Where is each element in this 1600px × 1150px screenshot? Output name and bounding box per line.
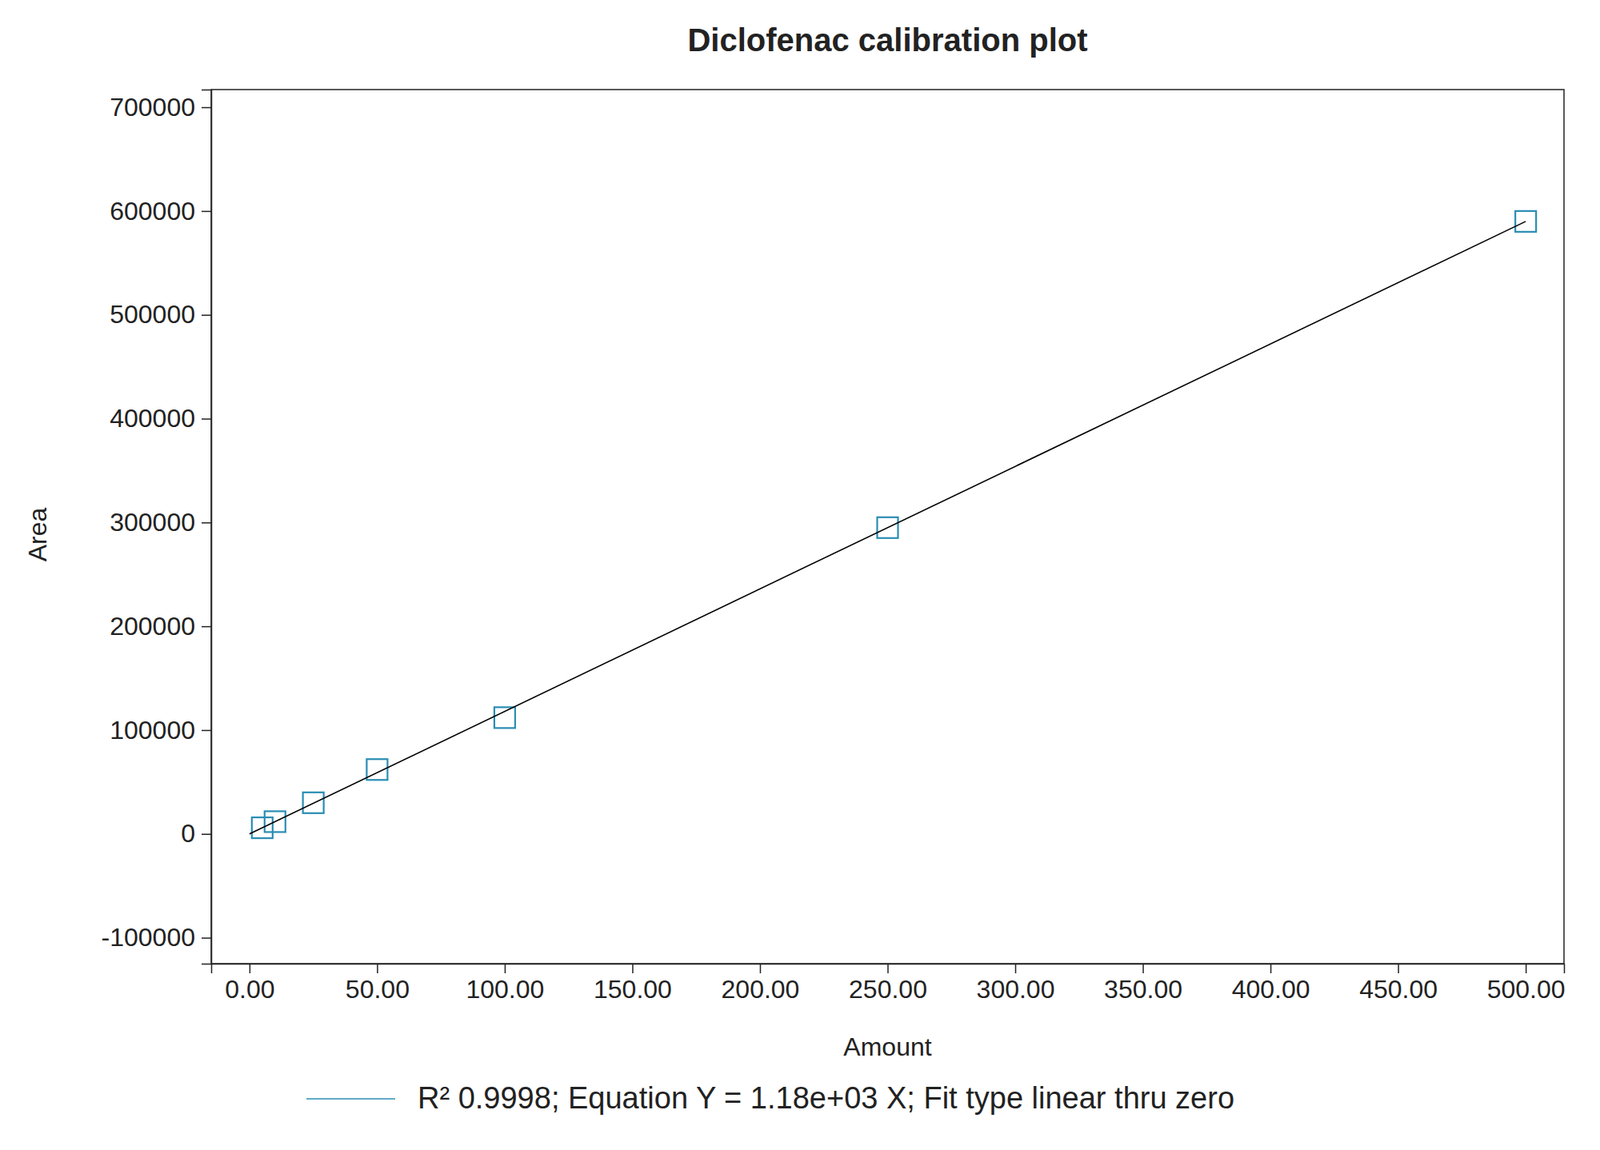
y-tick: 100000 [109, 716, 212, 745]
y-axis-title: Area [23, 508, 52, 563]
y-tick: 400000 [109, 404, 212, 433]
x-tick-mark [887, 964, 889, 974]
y-axis: -100000 0 100000 200000 300000 400000 500000 60… [101, 90, 212, 965]
y-tick-label: 500000 [109, 300, 196, 329]
x-tick-mark [632, 964, 634, 974]
y-tick-mark [201, 314, 212, 316]
x-tick: 350.00 [1104, 964, 1183, 1004]
y-tick-mark [201, 211, 212, 213]
y-tick-label: 300000 [109, 508, 196, 537]
x-tick-label: 100.00 [465, 975, 544, 1004]
y-tick-mark [201, 730, 212, 732]
x-tick-mark [1015, 964, 1017, 974]
y-tick: 500000 [109, 300, 212, 329]
y-tick-label: 0 [180, 819, 196, 848]
plot-frame [211, 89, 1564, 964]
y-tick-label: 700000 [109, 92, 196, 122]
x-tick-label: 300.00 [976, 975, 1056, 1004]
y-tick-mark [201, 626, 212, 628]
y-tick: 200000 [109, 612, 212, 641]
x-tick-label: 200.00 [721, 975, 800, 1004]
y-tick-mark [201, 418, 212, 420]
x-tick: 50.00 [345, 964, 410, 1004]
x-tick-mark [1397, 964, 1400, 974]
title: Diclofenac calibration plot [687, 22, 1088, 58]
y-tick: 0 [180, 819, 212, 848]
legend-swatch [306, 1098, 396, 1100]
y-tick: 600000 [109, 196, 212, 226]
x-tick-label: 0.00 [224, 975, 275, 1004]
x-tick-mark [1142, 964, 1144, 974]
chart: Diclofenac calibration plot 0.00 50.00 100.… [0, 0, 1600, 1150]
y-axis-line [201, 90, 212, 965]
y-tick-label: 100000 [109, 716, 196, 745]
y-tick-label: 600000 [109, 196, 196, 226]
y-tick-label: 200000 [109, 612, 196, 641]
x-tick-mark [249, 964, 252, 974]
plot-area [249, 211, 1536, 839]
x-tick: 200.00 [721, 964, 800, 1004]
data-point [494, 707, 516, 728]
y-tick-label: -100000 [101, 923, 196, 952]
x-tick: 250.00 [848, 964, 928, 1004]
x-tick-label: 400.00 [1232, 975, 1311, 1004]
legend-label: R² 0.9998; Equation Y = 1.18e+03 X; Fit … [417, 1081, 1235, 1116]
x-axis-line [212, 964, 1565, 975]
y-tick-mark [201, 522, 212, 524]
x-tick-mark [1270, 964, 1272, 974]
x-tick-mark [504, 964, 507, 974]
x-tick-mark [376, 964, 379, 974]
x-tick: 0.00 [224, 964, 275, 1004]
x-tick: 100.00 [465, 964, 544, 1004]
x-tick: 300.00 [976, 964, 1056, 1004]
x-tick-label: 50.00 [345, 975, 410, 1004]
x-axis: 0.00 50.00 100.00 150.00 200.00 250.00 300.00 3… [212, 964, 1566, 1004]
y-tick: -100000 [101, 923, 212, 952]
y-tick-mark [201, 833, 212, 836]
x-tick-mark [1525, 964, 1528, 974]
x-tick: 150.00 [593, 964, 672, 1004]
x-axis-title: Amount [843, 1032, 932, 1062]
y-tick-mark [201, 937, 212, 940]
x-tick-label: 450.00 [1359, 975, 1438, 1004]
legend: R² 0.9998; Equation Y = 1.18e+03 X; Fit … [306, 1081, 1235, 1116]
x-tick: 400.00 [1232, 964, 1311, 1004]
y-tick: 300000 [109, 508, 212, 537]
fit-line [249, 221, 1526, 835]
x-tick: 500.00 [1487, 964, 1566, 1004]
x-tick-label: 150.00 [593, 975, 672, 1004]
x-tick-label: 500.00 [1487, 975, 1566, 1004]
y-tick-label: 400000 [109, 404, 196, 433]
y-tick-mark [201, 107, 212, 109]
x-tick-label: 250.00 [848, 975, 928, 1004]
x-tick-label: 350.00 [1104, 975, 1183, 1004]
x-tick: 450.00 [1359, 964, 1438, 1004]
x-tick-mark [760, 964, 762, 974]
y-tick: 700000 [109, 92, 212, 122]
